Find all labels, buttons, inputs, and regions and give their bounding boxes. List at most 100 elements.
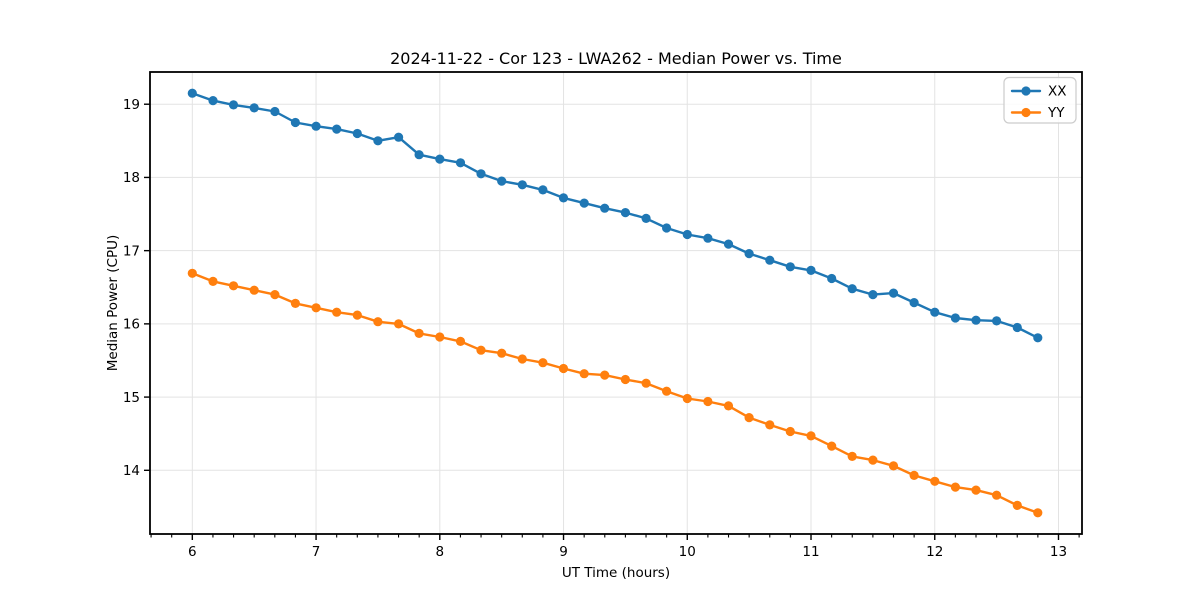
grid-lines <box>150 72 1082 534</box>
y-tick-label: 16 <box>123 317 140 333</box>
data-point <box>187 268 197 278</box>
data-point <box>1012 322 1022 333</box>
data-point <box>538 185 548 195</box>
chart-title: 2024-11-22 - Cor 123 - LWA262 - Median P… <box>390 49 842 68</box>
data-point <box>414 150 424 160</box>
y-tick-label: 17 <box>123 243 140 259</box>
data-point <box>208 276 218 286</box>
data-point <box>600 203 610 213</box>
series-yy-markers <box>187 268 1043 518</box>
data-point <box>806 265 816 275</box>
data-point <box>806 431 816 441</box>
data-point <box>517 354 527 364</box>
y-tick-label: 14 <box>123 463 140 479</box>
data-point <box>868 290 878 300</box>
data-point <box>394 319 404 329</box>
x-tick-label: 8 <box>435 544 444 560</box>
data-point <box>476 169 486 179</box>
data-series-layer <box>187 88 1043 518</box>
data-point <box>187 88 197 98</box>
data-point <box>888 461 899 471</box>
data-point <box>290 298 300 308</box>
data-point <box>558 193 569 203</box>
data-point <box>208 96 218 106</box>
legend-entry-label: XX <box>1048 84 1067 100</box>
data-point <box>558 363 569 374</box>
data-point <box>950 313 961 323</box>
data-point <box>641 378 651 388</box>
x-tick-label: 10 <box>679 544 696 560</box>
series-xx-markers <box>187 88 1043 343</box>
legend-entry-label: YY <box>1047 105 1065 121</box>
tick-labels: 6 7 8 9 10 11 12 13 14 15 16 17 18 19 <box>123 97 1067 560</box>
x-tick-label: 6 <box>188 544 197 560</box>
data-point <box>765 420 775 430</box>
y-tick-label: 19 <box>123 97 140 113</box>
legend-item-xx: XX <box>1010 84 1067 100</box>
data-point <box>868 455 878 465</box>
data-point <box>538 358 548 368</box>
data-point <box>373 136 383 146</box>
legend-sample-marker <box>1021 107 1031 118</box>
data-point <box>847 284 857 294</box>
data-point <box>270 290 280 300</box>
data-point <box>992 316 1002 326</box>
data-point <box>394 132 404 142</box>
data-point <box>1033 333 1043 343</box>
y-axis-label: Median Power (CPU) <box>105 235 121 371</box>
data-point <box>662 223 672 233</box>
data-point <box>703 233 713 243</box>
data-point <box>352 310 362 320</box>
y-tick-label: 18 <box>123 170 140 186</box>
data-point <box>600 370 610 380</box>
data-point <box>723 239 734 249</box>
data-point <box>723 401 734 411</box>
data-point <box>971 485 981 495</box>
data-point <box>435 154 445 164</box>
axis-ticks <box>144 103 1080 540</box>
data-point <box>497 176 507 186</box>
data-point <box>1033 508 1043 518</box>
data-point <box>311 121 321 131</box>
data-point <box>744 249 754 259</box>
x-axis-label: UT Time (hours) <box>562 565 670 581</box>
data-point <box>765 255 775 265</box>
legend-item-yy: YY <box>1010 105 1065 121</box>
data-point <box>497 348 507 358</box>
x-tick-label: 12 <box>926 544 943 560</box>
data-point <box>682 229 692 240</box>
legend: XX YY <box>1003 76 1077 124</box>
data-point <box>311 303 321 313</box>
data-point <box>579 198 589 208</box>
plot-border <box>149 71 1083 535</box>
data-point <box>827 441 837 451</box>
data-point <box>352 128 362 139</box>
data-point <box>971 315 981 325</box>
data-point <box>662 386 672 396</box>
data-point <box>641 213 651 223</box>
data-point <box>455 158 466 168</box>
data-point <box>290 117 300 128</box>
data-point <box>1012 500 1022 510</box>
data-point <box>909 470 919 480</box>
data-point <box>930 307 940 317</box>
data-point <box>992 490 1002 500</box>
data-point <box>785 426 795 437</box>
data-point <box>827 273 837 284</box>
data-point <box>249 103 259 113</box>
data-point <box>620 208 631 218</box>
x-tick-label: 13 <box>1050 544 1067 560</box>
data-point <box>785 262 795 272</box>
data-point <box>373 317 383 327</box>
data-point <box>847 451 857 461</box>
data-point <box>909 298 919 308</box>
x-tick-label: 9 <box>559 544 568 560</box>
data-point <box>579 369 589 379</box>
data-point <box>270 106 280 117</box>
data-point <box>414 328 424 338</box>
data-point <box>435 332 445 342</box>
x-tick-label: 7 <box>312 544 321 560</box>
data-point <box>703 396 713 407</box>
data-point <box>332 124 342 134</box>
